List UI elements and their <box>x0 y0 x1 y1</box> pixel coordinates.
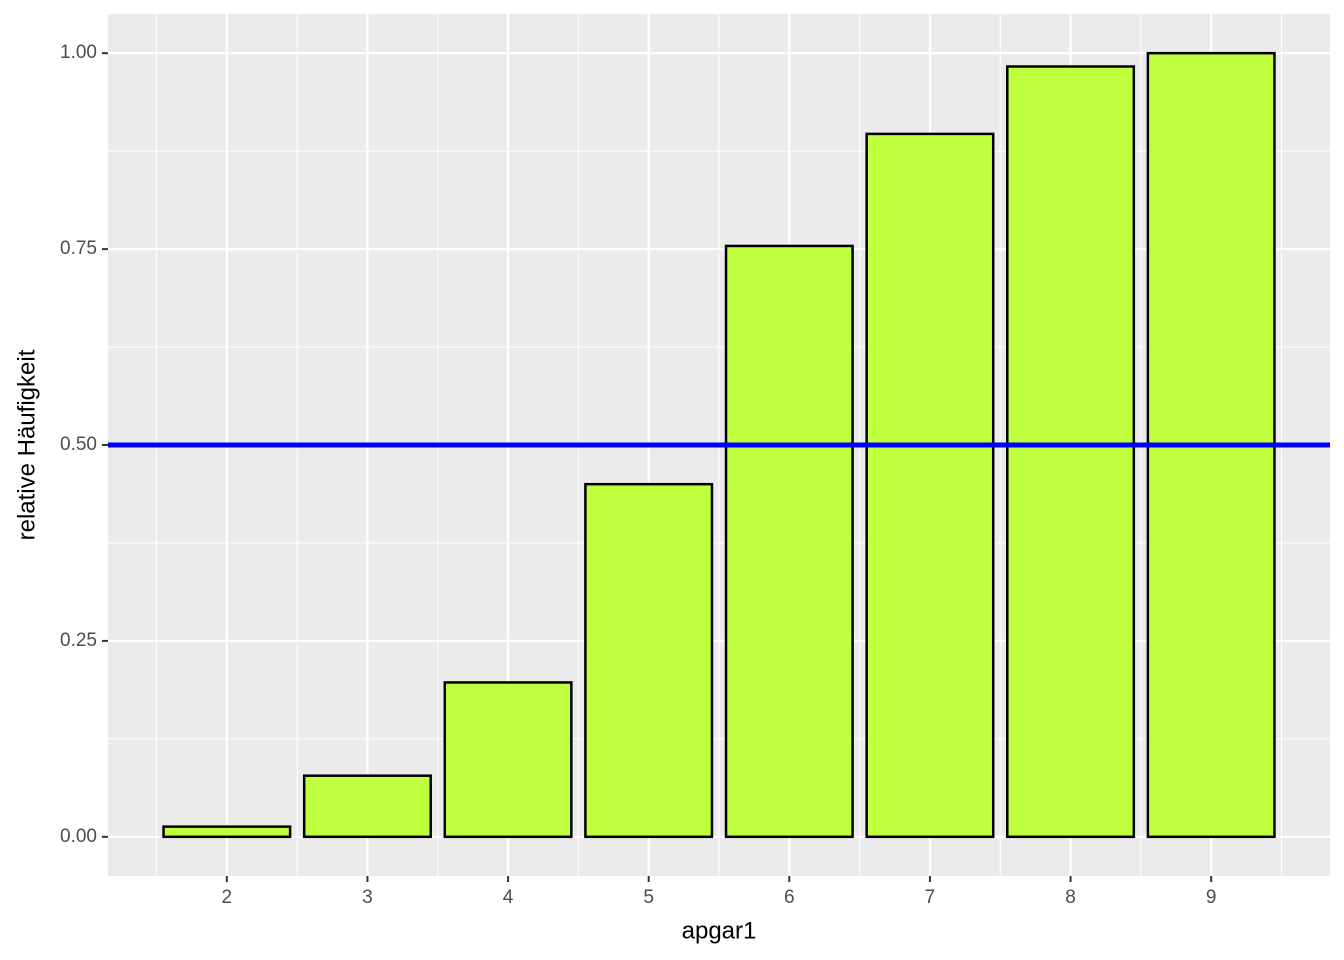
y-tick-label: 0.25 <box>60 630 97 651</box>
y-axis-label: relative Häufigkeit <box>13 349 40 540</box>
bar <box>724 244 854 839</box>
x-tick-label: 5 <box>643 887 654 908</box>
x-tick-label: 9 <box>1206 887 1217 908</box>
y-tick-label: 0.75 <box>60 238 97 259</box>
x-axis-label: apgar1 <box>682 917 757 944</box>
bar <box>302 774 432 839</box>
x-tick-label: 7 <box>925 887 936 908</box>
x-tick-label: 6 <box>784 887 795 908</box>
x-tick-label: 3 <box>362 887 373 908</box>
bar <box>443 681 573 839</box>
bar <box>865 132 995 839</box>
bar <box>584 482 714 839</box>
bar <box>162 825 292 839</box>
y-tick-label: 0.00 <box>60 826 97 847</box>
y-tick-label: 0.50 <box>60 434 97 455</box>
x-tick-label: 2 <box>222 887 233 908</box>
bar <box>1006 65 1136 839</box>
x-tick-label: 8 <box>1065 887 1076 908</box>
x-tick-label: 4 <box>503 887 514 908</box>
y-tick-label: 1.00 <box>60 42 97 63</box>
